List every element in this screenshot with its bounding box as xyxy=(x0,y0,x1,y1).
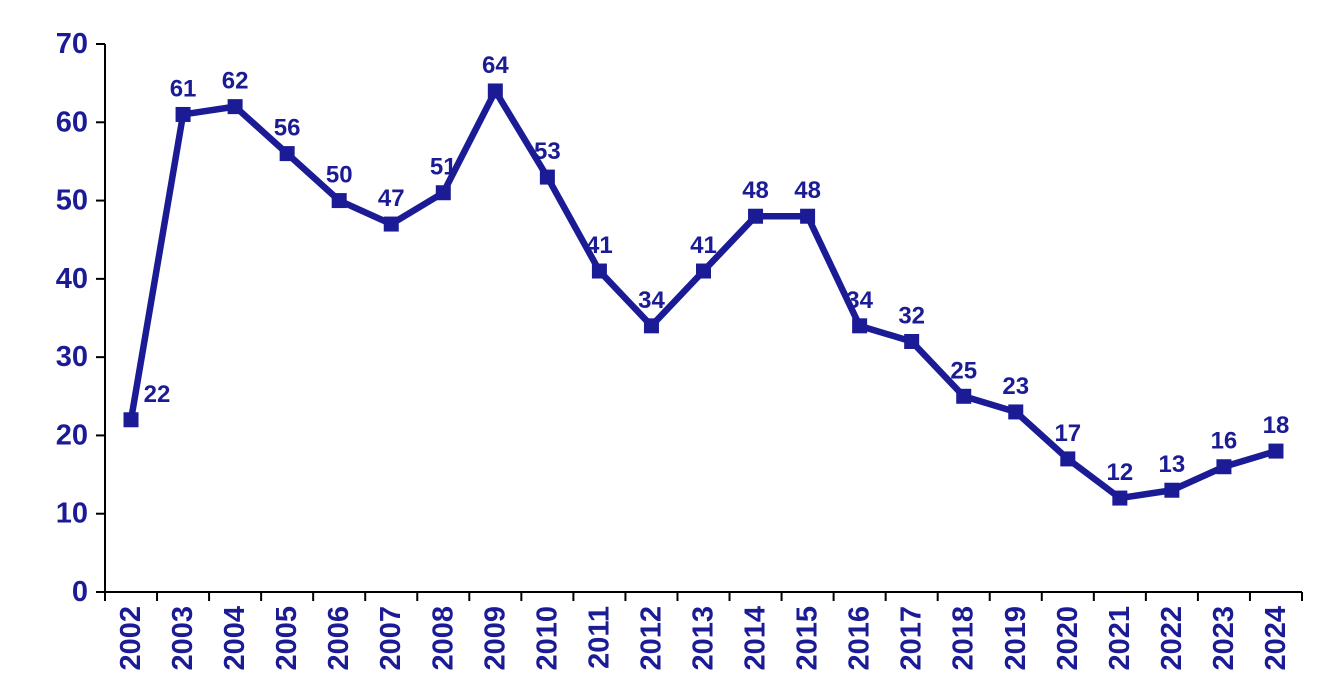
y-axis-tick-label: 50 xyxy=(56,185,88,217)
data-point-label: 22 xyxy=(144,381,171,408)
data-point-label: 25 xyxy=(950,357,977,384)
data-point-label: 50 xyxy=(326,162,353,189)
data-point-marker xyxy=(591,263,607,279)
x-axis-tick-label: 2003 xyxy=(167,606,199,671)
data-point-marker xyxy=(1268,443,1284,459)
x-axis-tick-label: 2018 xyxy=(948,606,980,671)
x-axis-tick-label: 2002 xyxy=(115,606,147,671)
y-axis-tick-label: 60 xyxy=(56,106,88,138)
data-point-label: 64 xyxy=(482,52,509,79)
data-point-marker xyxy=(175,106,191,122)
data-point-marker xyxy=(1216,459,1232,475)
data-point-label: 32 xyxy=(898,302,925,329)
data-point-label: 56 xyxy=(274,115,301,142)
data-point-label: 61 xyxy=(170,75,197,102)
x-axis-tick-label: 2006 xyxy=(323,606,355,671)
x-axis-tick-label: 2017 xyxy=(896,606,928,671)
x-axis-tick-label: 2008 xyxy=(427,606,459,671)
data-point-label: 34 xyxy=(846,287,873,314)
y-axis-tick-label: 10 xyxy=(56,498,88,530)
data-point-marker xyxy=(435,185,451,201)
x-axis-tick-label: 2024 xyxy=(1260,606,1292,671)
x-axis-tick-label: 2009 xyxy=(479,606,511,671)
y-axis-tick-label: 70 xyxy=(56,28,88,60)
data-point-marker xyxy=(487,83,503,99)
data-point-markers xyxy=(123,83,1284,506)
data-point-label: 53 xyxy=(534,138,561,165)
x-axis-tick-label: 2014 xyxy=(740,606,772,671)
data-point-marker xyxy=(1060,451,1076,467)
x-axis-tick-label: 2021 xyxy=(1104,606,1136,671)
data-point-label: 16 xyxy=(1211,428,1238,455)
x-axis-tick-label: 2005 xyxy=(271,606,303,671)
x-axis-tick-label: 2007 xyxy=(375,606,407,671)
data-point-marker xyxy=(852,318,868,334)
data-point-label: 13 xyxy=(1159,451,1186,478)
data-point-label: 41 xyxy=(690,232,717,259)
data-point-label: 34 xyxy=(638,287,665,314)
data-point-marker xyxy=(1008,404,1024,420)
x-axis-tick-label: 2023 xyxy=(1208,606,1240,671)
series-line xyxy=(127,87,1280,502)
data-point-label: 17 xyxy=(1054,420,1081,447)
x-axis-tick-label: 2016 xyxy=(844,606,876,671)
x-axis-tick-label: 2011 xyxy=(583,606,615,669)
x-axis-tick-label: 2015 xyxy=(792,606,824,671)
data-point-marker xyxy=(383,216,399,232)
data-point-marker xyxy=(748,208,764,224)
data-point-label: 23 xyxy=(1002,373,1029,400)
data-point-marker xyxy=(279,146,295,162)
y-axis-tick-label: 30 xyxy=(56,341,88,373)
x-axis-tick-label: 2019 xyxy=(1000,606,1032,671)
data-point-label: 51 xyxy=(430,154,457,181)
data-point-label: 62 xyxy=(222,68,249,95)
y-axis-tick-label: 40 xyxy=(56,263,88,295)
data-point-marker xyxy=(227,99,243,115)
data-point-label: 41 xyxy=(586,232,613,259)
x-axis-tick-label: 2020 xyxy=(1052,606,1084,671)
data-point-marker xyxy=(123,412,139,428)
x-axis-tick-label: 2010 xyxy=(531,606,563,671)
y-axis: 0 10 20 30 40 50 60 70 xyxy=(56,28,106,608)
data-point-marker xyxy=(331,193,347,209)
data-point-marker xyxy=(696,263,711,279)
data-point-marker xyxy=(800,208,816,224)
data-point-marker xyxy=(1164,482,1180,498)
data-point-marker xyxy=(1112,490,1128,506)
y-axis-tick-label: 20 xyxy=(56,419,88,451)
data-point-label: 48 xyxy=(794,177,821,204)
data-point-label: 12 xyxy=(1106,459,1133,486)
data-point-label: 47 xyxy=(378,185,405,212)
data-point-marker xyxy=(643,318,659,334)
y-axis-tick-label: 0 xyxy=(72,576,88,608)
x-axis-tick-label: 2004 xyxy=(219,606,251,671)
data-point-label: 48 xyxy=(742,177,769,204)
data-labels: 22 61 62 56 50 47 51 64 53 41 34 41 48 48 34 32 25 23 17 12… xyxy=(144,52,1290,486)
data-point-marker xyxy=(904,333,920,349)
x-axis-tick-label: 2013 xyxy=(688,606,720,671)
data-point-marker xyxy=(956,388,972,404)
x-axis-tick-label: 2012 xyxy=(635,606,667,671)
x-axis: 2002 2003 2004 2005 2006 2007 2008 2009 2010 2011… xyxy=(104,591,1303,671)
x-axis-tick-label: 2022 xyxy=(1156,606,1188,671)
data-point-marker xyxy=(539,169,555,185)
data-point-label: 18 xyxy=(1263,412,1290,439)
